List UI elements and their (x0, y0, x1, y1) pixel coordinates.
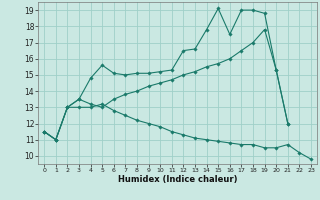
X-axis label: Humidex (Indice chaleur): Humidex (Indice chaleur) (118, 175, 237, 184)
